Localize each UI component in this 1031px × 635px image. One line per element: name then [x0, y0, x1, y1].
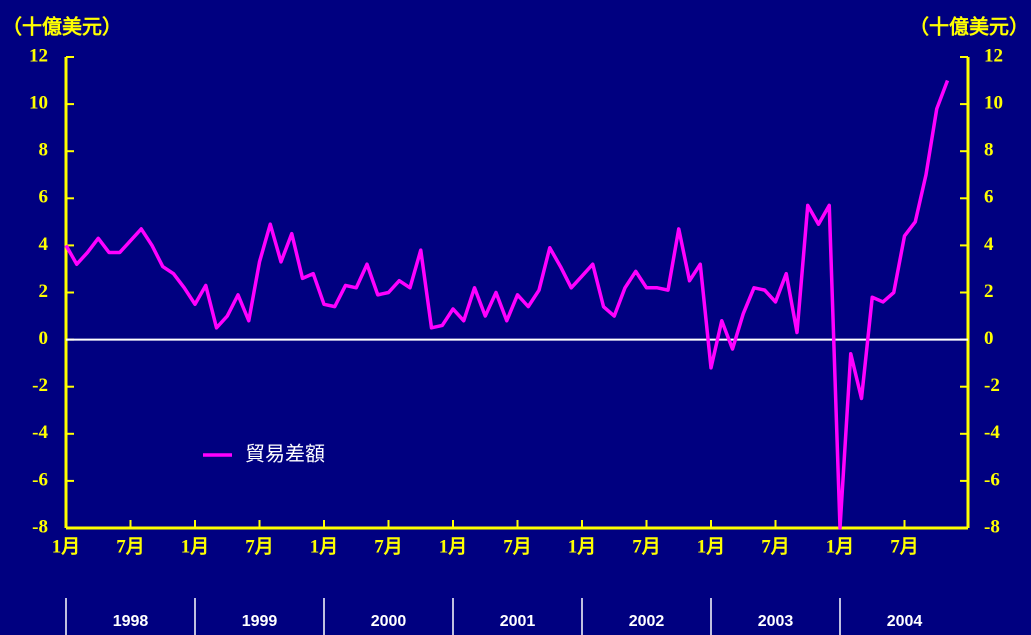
x-tick-label: 1月 — [52, 536, 81, 557]
y-tick-label: 6 — [39, 187, 49, 208]
year-label: 2003 — [758, 613, 794, 630]
x-tick-label: 1月 — [826, 536, 855, 557]
y2-tick-label: 10 — [984, 92, 1003, 113]
x-tick-label: 7月 — [503, 536, 532, 557]
y-tick-label: 8 — [39, 140, 49, 161]
y2-tick-label: 0 — [984, 328, 994, 349]
x-tick-label: 1月 — [310, 536, 339, 557]
y2-tick-label: 2 — [984, 281, 994, 302]
x-tick-label: 7月 — [116, 536, 145, 557]
legend-label: 貿易差額 — [245, 442, 325, 466]
year-label: 1998 — [113, 613, 149, 630]
y-axis-unit: （十億美元） — [2, 15, 122, 39]
y-tick-label: -6 — [32, 469, 48, 490]
year-label: 2000 — [371, 613, 407, 630]
x-tick-label: 1月 — [697, 536, 726, 557]
y-tick-label: 12 — [29, 45, 48, 66]
x-tick-label: 7月 — [761, 536, 790, 557]
y-tick-label: -2 — [32, 375, 48, 396]
year-label: 2002 — [629, 613, 665, 630]
y2-tick-label: 4 — [984, 234, 994, 255]
y2-tick-label: -2 — [984, 375, 1000, 396]
year-label: 2001 — [500, 613, 536, 630]
year-label: 1999 — [242, 613, 278, 630]
x-tick-label: 7月 — [632, 536, 661, 557]
y2-tick-label: -4 — [984, 422, 1000, 443]
y2-tick-label: -6 — [984, 469, 1000, 490]
x-tick-label: 7月 — [245, 536, 274, 557]
x-tick-label: 1月 — [181, 536, 210, 557]
y2-tick-label: 6 — [984, 187, 994, 208]
y2-tick-label: 8 — [984, 140, 994, 161]
x-tick-label: 7月 — [890, 536, 919, 557]
y-tick-label: 2 — [39, 281, 49, 302]
y2-axis-unit: （十億美元） — [909, 15, 1029, 39]
year-label: 2004 — [887, 613, 923, 630]
x-tick-label: 7月 — [374, 536, 403, 557]
y-tick-label: -4 — [32, 422, 48, 443]
x-tick-label: 1月 — [439, 536, 468, 557]
y-tick-label: 10 — [29, 92, 48, 113]
y-tick-label: 4 — [39, 234, 49, 255]
data-line — [64, 79, 950, 530]
y-tick-label: 0 — [39, 328, 49, 349]
y2-tick-label: 12 — [984, 45, 1003, 66]
y2-tick-label: -8 — [984, 516, 1000, 537]
y-tick-label: -8 — [32, 516, 48, 537]
x-tick-label: 1月 — [568, 536, 597, 557]
